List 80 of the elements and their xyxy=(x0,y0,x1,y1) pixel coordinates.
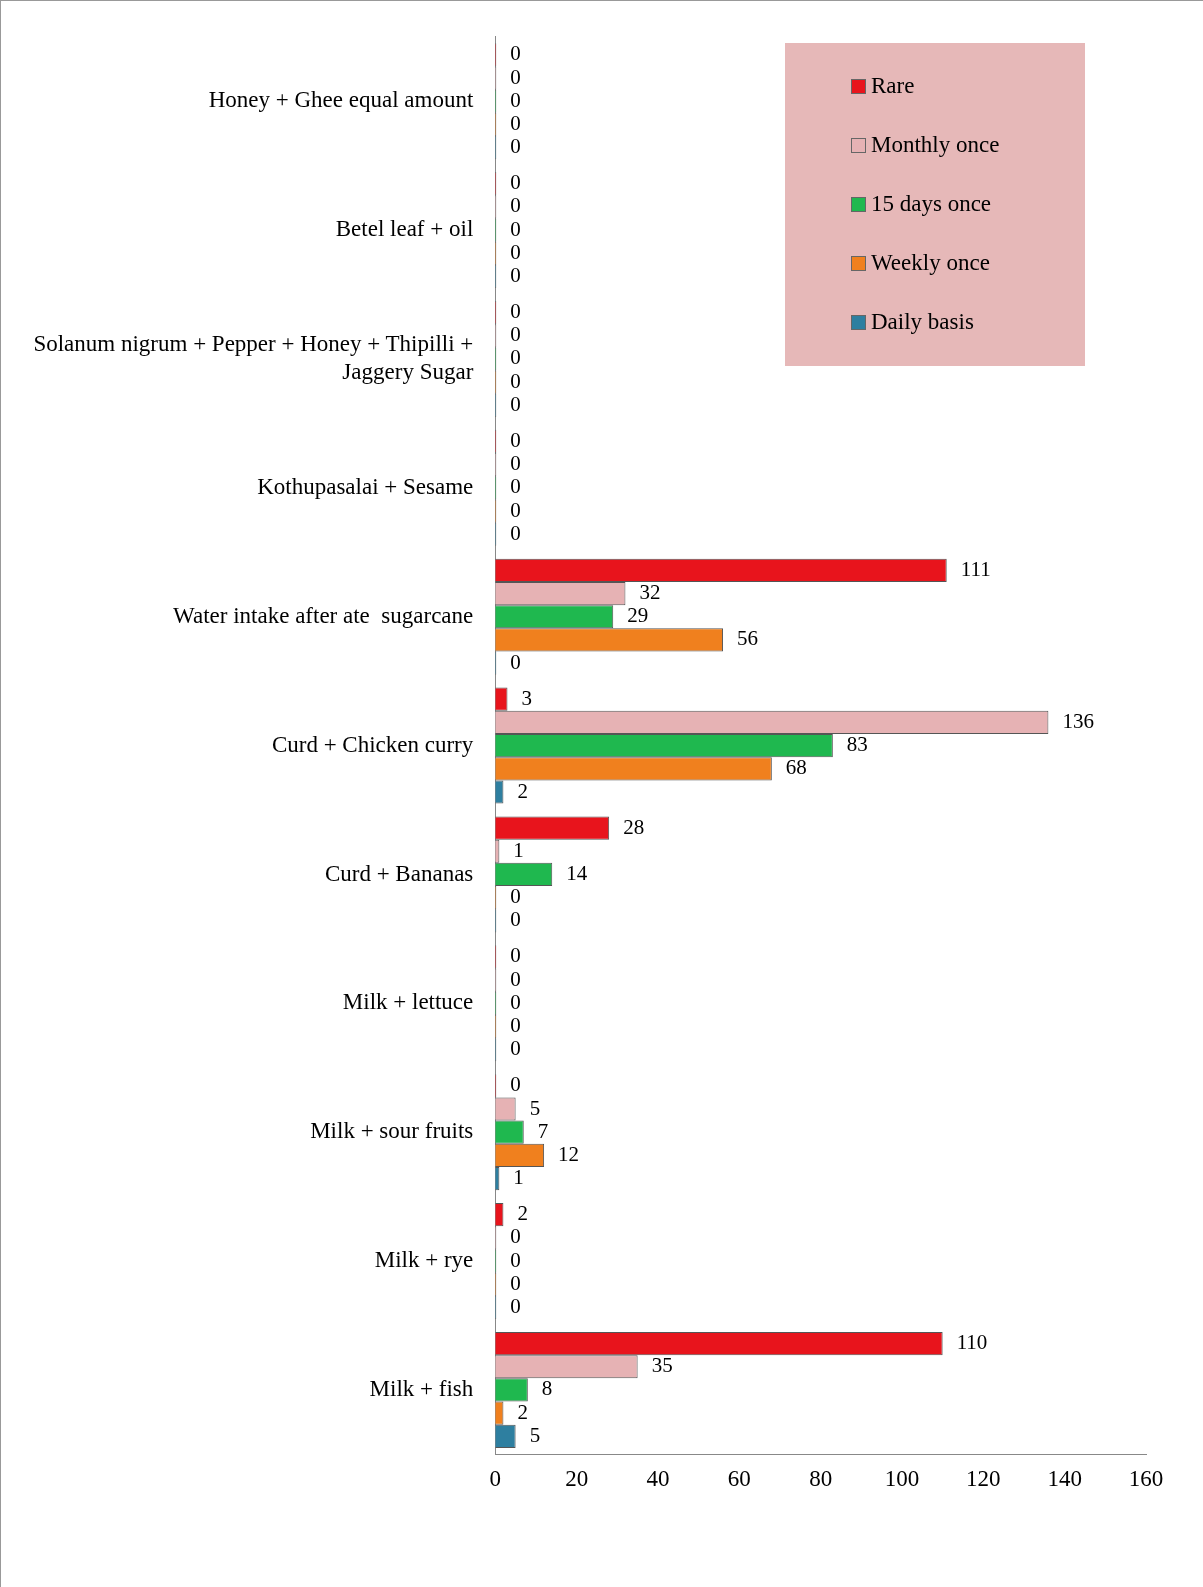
data-label: 0 xyxy=(510,263,521,288)
data-label: 0 xyxy=(510,64,521,89)
data-label: 28 xyxy=(623,814,645,839)
data-label: 32 xyxy=(639,580,661,605)
data-label: 0 xyxy=(510,451,521,476)
data-label: 0 xyxy=(510,989,521,1014)
data-label: 0 xyxy=(510,1270,521,1295)
data-label: 0 xyxy=(510,299,521,324)
data-label: 0 xyxy=(510,427,521,452)
data-label: 0 xyxy=(510,345,521,370)
x-tick-label: 60 xyxy=(727,1466,751,1492)
y-tick-label: Kothupasalai + Sesame xyxy=(257,473,474,499)
data-label: 0 xyxy=(510,943,521,968)
x-tick-label: 0 xyxy=(489,1466,502,1492)
data-label: 0 xyxy=(510,134,521,159)
data-label: 0 xyxy=(510,1294,521,1318)
data-label: 0 xyxy=(510,1247,521,1272)
x-tick-label: 120 xyxy=(966,1466,1001,1492)
data-label: 1 xyxy=(513,1165,524,1190)
legend-label: Monthly once xyxy=(871,132,1000,159)
legend-label: 15 days once xyxy=(871,191,992,218)
data-label: 0 xyxy=(510,1013,521,1038)
data-label: 0 xyxy=(510,322,521,347)
data-label: 0 xyxy=(510,41,521,66)
y-tick-label: Solanum nigrum + Pepper + Honey + Thipilli + Jaggery Sugar xyxy=(33,331,474,384)
data-label: 0 xyxy=(510,110,521,135)
data-label: 0 xyxy=(510,87,521,112)
y-tick-label: Milk + lettuce xyxy=(342,989,474,1015)
y-tick-label: Milk + rye xyxy=(374,1247,474,1273)
data-label: 14 xyxy=(566,860,588,885)
data-label: 7 xyxy=(537,1118,549,1143)
data-label: 29 xyxy=(627,603,649,628)
y-tick-label: Curd + Chicken curry xyxy=(271,731,474,757)
data-label: 0 xyxy=(510,520,521,545)
legend-label: Rare xyxy=(871,73,915,100)
data-label: 0 xyxy=(510,966,521,991)
data-label: 3 xyxy=(521,685,532,710)
x-tick-label: 20 xyxy=(565,1466,589,1492)
data-label: 0 xyxy=(510,1072,521,1097)
data-label: 136 xyxy=(1062,708,1094,733)
data-label: 0 xyxy=(510,649,521,674)
y-tick-label: Curd + Bananas xyxy=(324,860,474,886)
data-label: 0 xyxy=(510,1224,521,1249)
data-label: 56 xyxy=(737,626,759,651)
y-tick-label: Honey + Ghee equal amount xyxy=(208,87,474,113)
x-tick-label: 160 xyxy=(1128,1466,1164,1492)
data-label: 2 xyxy=(517,1399,528,1424)
data-label: 0 xyxy=(510,1036,521,1061)
data-label: 12 xyxy=(558,1141,580,1166)
data-label: 0 xyxy=(510,216,521,241)
data-label: 8 xyxy=(541,1376,553,1401)
data-label: 68 xyxy=(785,755,807,780)
legend-label: Daily basis xyxy=(871,309,974,336)
x-tick-label: 140 xyxy=(1047,1466,1082,1492)
y-tick-label: Water intake after ate sugarcane xyxy=(173,602,474,628)
data-label: 0 xyxy=(510,193,521,218)
data-label: 0 xyxy=(510,907,521,932)
data-label: 83 xyxy=(846,732,868,757)
data-label: 0 xyxy=(510,391,521,416)
data-label: 0 xyxy=(510,368,521,393)
data-label: 0 xyxy=(510,474,521,499)
y-tick-label: Milk + sour fruits xyxy=(310,1118,474,1144)
data-label: 2 xyxy=(517,778,528,803)
data-label: 2 xyxy=(517,1201,528,1226)
data-label: 0 xyxy=(510,239,521,264)
data-label: 0 xyxy=(510,170,521,195)
x-tick-label: 80 xyxy=(809,1466,833,1492)
x-tick-label: 40 xyxy=(646,1466,670,1492)
data-label: 1 xyxy=(513,837,524,862)
y-tick-label: Milk + fish xyxy=(369,1376,474,1402)
data-label: 0 xyxy=(510,497,521,522)
legend-label: Weekly once xyxy=(871,250,990,277)
data-label: 35 xyxy=(651,1353,673,1378)
data-label: 5 xyxy=(529,1422,541,1447)
y-tick-label: Betel leaf + oil xyxy=(335,216,474,242)
data-label: 5 xyxy=(529,1095,541,1120)
data-label: 111 xyxy=(960,556,991,581)
data-label: 0 xyxy=(510,884,521,909)
x-tick-label: 100 xyxy=(884,1466,920,1492)
data-label: 110 xyxy=(956,1330,988,1355)
